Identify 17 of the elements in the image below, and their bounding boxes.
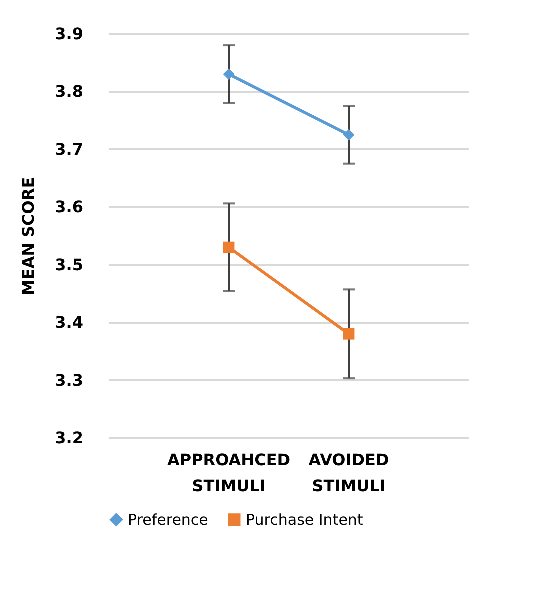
x-tick-label: AVOIDED STIMULI: [308, 450, 390, 496]
y-tick-label: 3.6: [55, 198, 84, 217]
y-tick-label: 3.3: [55, 370, 84, 390]
y-tick-label: 3.8: [55, 82, 84, 102]
y-tick-label: 3.4: [55, 313, 84, 332]
legend-label: Preference: [128, 510, 208, 529]
x-tick-label: APPROAHCED STIMULI: [167, 450, 291, 496]
point: [223, 68, 235, 80]
legend-label: Purchase Intent: [246, 510, 364, 529]
point: [343, 328, 355, 340]
y-tick-label: 3.2: [55, 428, 84, 448]
y-tick-label: 3.5: [55, 255, 84, 274]
point: [343, 129, 355, 141]
y-tick-label: 3.7: [55, 140, 84, 159]
point: [223, 242, 235, 254]
y-tick-label: 3.9: [55, 24, 84, 44]
y-axis-title: MEAN SCORE: [19, 177, 38, 296]
